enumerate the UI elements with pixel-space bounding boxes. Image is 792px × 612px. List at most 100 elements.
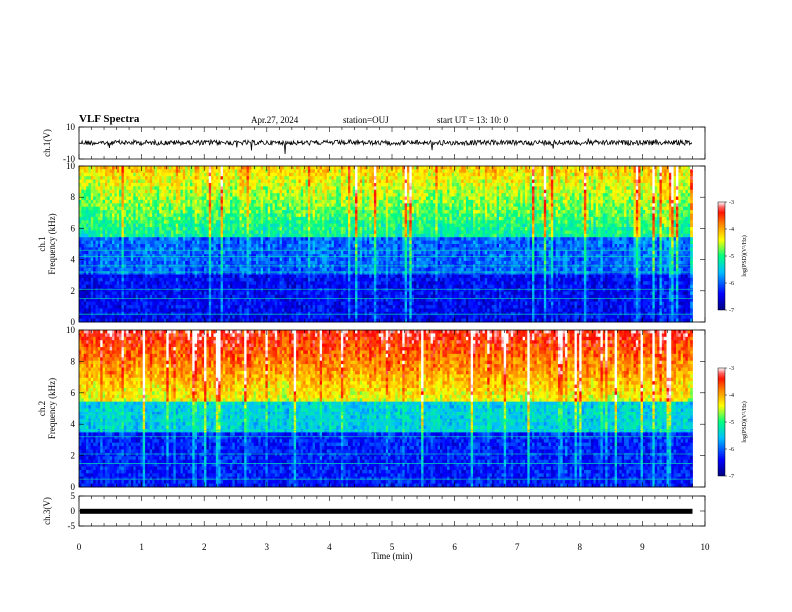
spectrogram-cell (248, 172, 252, 177)
spectrogram-cell (633, 176, 637, 180)
spectrogram-cell (591, 206, 594, 211)
spectrogram-cell (399, 216, 403, 221)
spectrogram-cell (675, 223, 679, 228)
spectrogram-cell (513, 189, 516, 194)
spectrogram-cell (296, 216, 299, 221)
spectrogram-cell (654, 186, 658, 191)
spectrogram-cell (86, 223, 89, 228)
spectrogram-cell (487, 166, 490, 170)
spectrogram-cell (241, 216, 245, 221)
spectrogram-cell (300, 223, 304, 228)
spectrogram-cell (381, 189, 384, 194)
spectrogram-cell (319, 210, 323, 214)
spectrogram-cell (574, 179, 578, 184)
spectrogram-cell (392, 182, 396, 187)
spectrogram-cell (145, 220, 148, 225)
spectrogram-cell (555, 216, 559, 221)
spectrogram-cell (456, 216, 460, 221)
spectrogram-cell (260, 213, 264, 218)
spectrogram-cell (397, 213, 401, 218)
spectrogram-cell (109, 223, 113, 228)
spectrogram-cell (666, 169, 670, 174)
spectrogram-cell (215, 182, 219, 187)
spectrogram-cell (683, 216, 686, 221)
spectrogram-cell (364, 210, 368, 214)
spectrogram-cell (289, 213, 292, 218)
spectrogram-cell (428, 199, 431, 204)
spectrogram-cell (239, 179, 243, 184)
spectrogram-cell (510, 196, 514, 201)
spectrogram-cell (373, 206, 377, 211)
spectrogram-cell (310, 193, 313, 197)
spectrogram-cell (536, 193, 540, 197)
spectrogram-cell (454, 196, 457, 201)
spectrogram-cell (194, 203, 198, 208)
spectrogram-cell (645, 220, 649, 225)
spectrogram-cell (364, 196, 368, 201)
spectrogram-cell (220, 196, 224, 201)
spectrogram-cell (449, 227, 453, 231)
spectrogram-cell (458, 172, 462, 177)
spectrogram-cell (119, 203, 122, 208)
spectrogram-cell (378, 223, 382, 228)
spectrogram-cell (553, 196, 557, 201)
spectrogram-cell (598, 206, 601, 211)
spectrogram-cell (406, 199, 410, 204)
spectrogram-cell (494, 172, 498, 177)
spectrogram-cell (227, 179, 231, 184)
spectrogram-cell (83, 179, 87, 184)
spectrogram-cell (383, 193, 387, 197)
spectrogram-cell (116, 210, 120, 214)
spectrogram-cell (435, 179, 439, 184)
spectrogram-cell (381, 196, 384, 201)
spectrogram-cell (664, 176, 667, 180)
spectrogram-cell (550, 166, 554, 170)
spectrogram-cell (421, 179, 424, 184)
spectrogram-cell (88, 220, 92, 225)
spectrogram-cell (560, 196, 564, 201)
spectrogram-cell (159, 166, 162, 170)
spectrogram-cell (477, 189, 481, 194)
spectrogram-cell (465, 210, 469, 214)
spectrogram-cell (473, 210, 476, 214)
spectrogram-cell (586, 193, 590, 197)
spectrogram-cell (595, 189, 599, 194)
spectrogram-cell (362, 196, 365, 201)
spectrogram-cell (196, 216, 200, 221)
spectrogram-cell (501, 206, 505, 211)
spectrogram-cell (267, 227, 271, 231)
spectrogram-cell (222, 186, 226, 191)
spectrogram-cell (593, 176, 597, 180)
spectrogram-cell (336, 179, 339, 184)
spectrogram-cell (458, 206, 462, 211)
spectrogram-cell (232, 182, 236, 187)
spectrogram-cell (366, 196, 370, 201)
spectrogram-cell (390, 172, 394, 177)
spectrogram-cell (255, 227, 259, 231)
spectrogram-cell (88, 186, 92, 191)
spectrogram-cell (102, 213, 106, 218)
spectrogram-cell (499, 189, 502, 194)
spectrogram-cell (232, 176, 236, 180)
spectrogram-cell (430, 172, 434, 177)
spectrogram-cell (102, 210, 106, 214)
spectrogram-cell (253, 189, 257, 194)
spectrogram-cell (503, 193, 507, 197)
spectrogram-cell (322, 206, 325, 211)
spectrogram-cell (574, 213, 578, 218)
spectrogram-cell (395, 196, 398, 201)
spectrogram-cell (175, 166, 179, 170)
spectrogram-cell (647, 189, 651, 194)
spectrogram-cell (652, 186, 656, 191)
spectrogram-cell (395, 210, 398, 214)
spectrogram-cell (204, 213, 207, 218)
spectrogram-cell (161, 172, 165, 177)
spectrogram-cell (343, 220, 347, 225)
spectrogram-cell (347, 203, 351, 208)
spectrogram-cell (612, 223, 616, 228)
spectrogram-cell (255, 179, 259, 184)
spectrogram-cell (560, 199, 564, 204)
spectrogram-cell (638, 196, 641, 201)
spectrogram-cell (149, 179, 153, 184)
spectrogram-cell (336, 199, 339, 204)
